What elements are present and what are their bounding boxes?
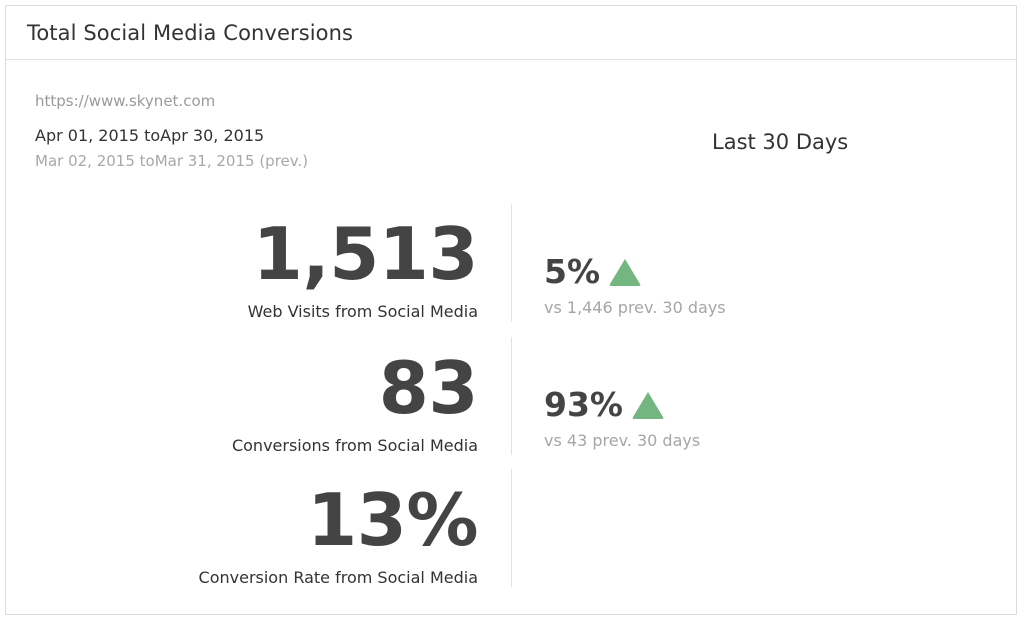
metric-divider [511,469,512,587]
change-percent: 5% [544,252,601,291]
triangle-up-icon [632,391,664,419]
metric-main: 1,513 Web Visits from Social Media [247,212,479,321]
metric-value: 13% [307,478,478,562]
metric-change: 5% vs 1,446 prev. 30 days [544,255,726,317]
previous-date-range: Mar 02, 2015 toMar 31, 2015 (prev.) [35,152,309,170]
comparison-text: vs 43 prev. 30 days [544,431,701,450]
source-url: https://www.skynet.com [35,92,216,110]
metric-main: 13% Conversion Rate from Social Media [198,478,479,587]
date-range: Apr 01, 2015 toApr 30, 2015 [35,126,265,145]
comparison-text: vs 1,446 prev. 30 days [544,298,726,317]
metric-value: 1,513 [252,212,479,296]
metric-divider [511,204,512,322]
change-percent: 93% [544,385,623,424]
metric-divider [511,337,512,455]
metric-label: Conversion Rate from Social Media [198,568,478,587]
metric-label: Conversions from Social Media [231,436,478,455]
triangle-up-icon [609,258,641,286]
card-title: Total Social Media Conversions [27,20,354,45]
metric-main: 83 Conversions from Social Media [231,346,479,455]
metric-change: 93% vs 43 prev. 30 days [544,388,700,450]
kpi-card: Total Social Media Conversions https://w… [5,5,1017,615]
metric-label: Web Visits from Social Media [247,302,478,321]
card-header: Total Social Media Conversions [6,6,1016,60]
period-label: Last 30 Days [712,130,849,154]
metric-value: 83 [378,346,479,430]
